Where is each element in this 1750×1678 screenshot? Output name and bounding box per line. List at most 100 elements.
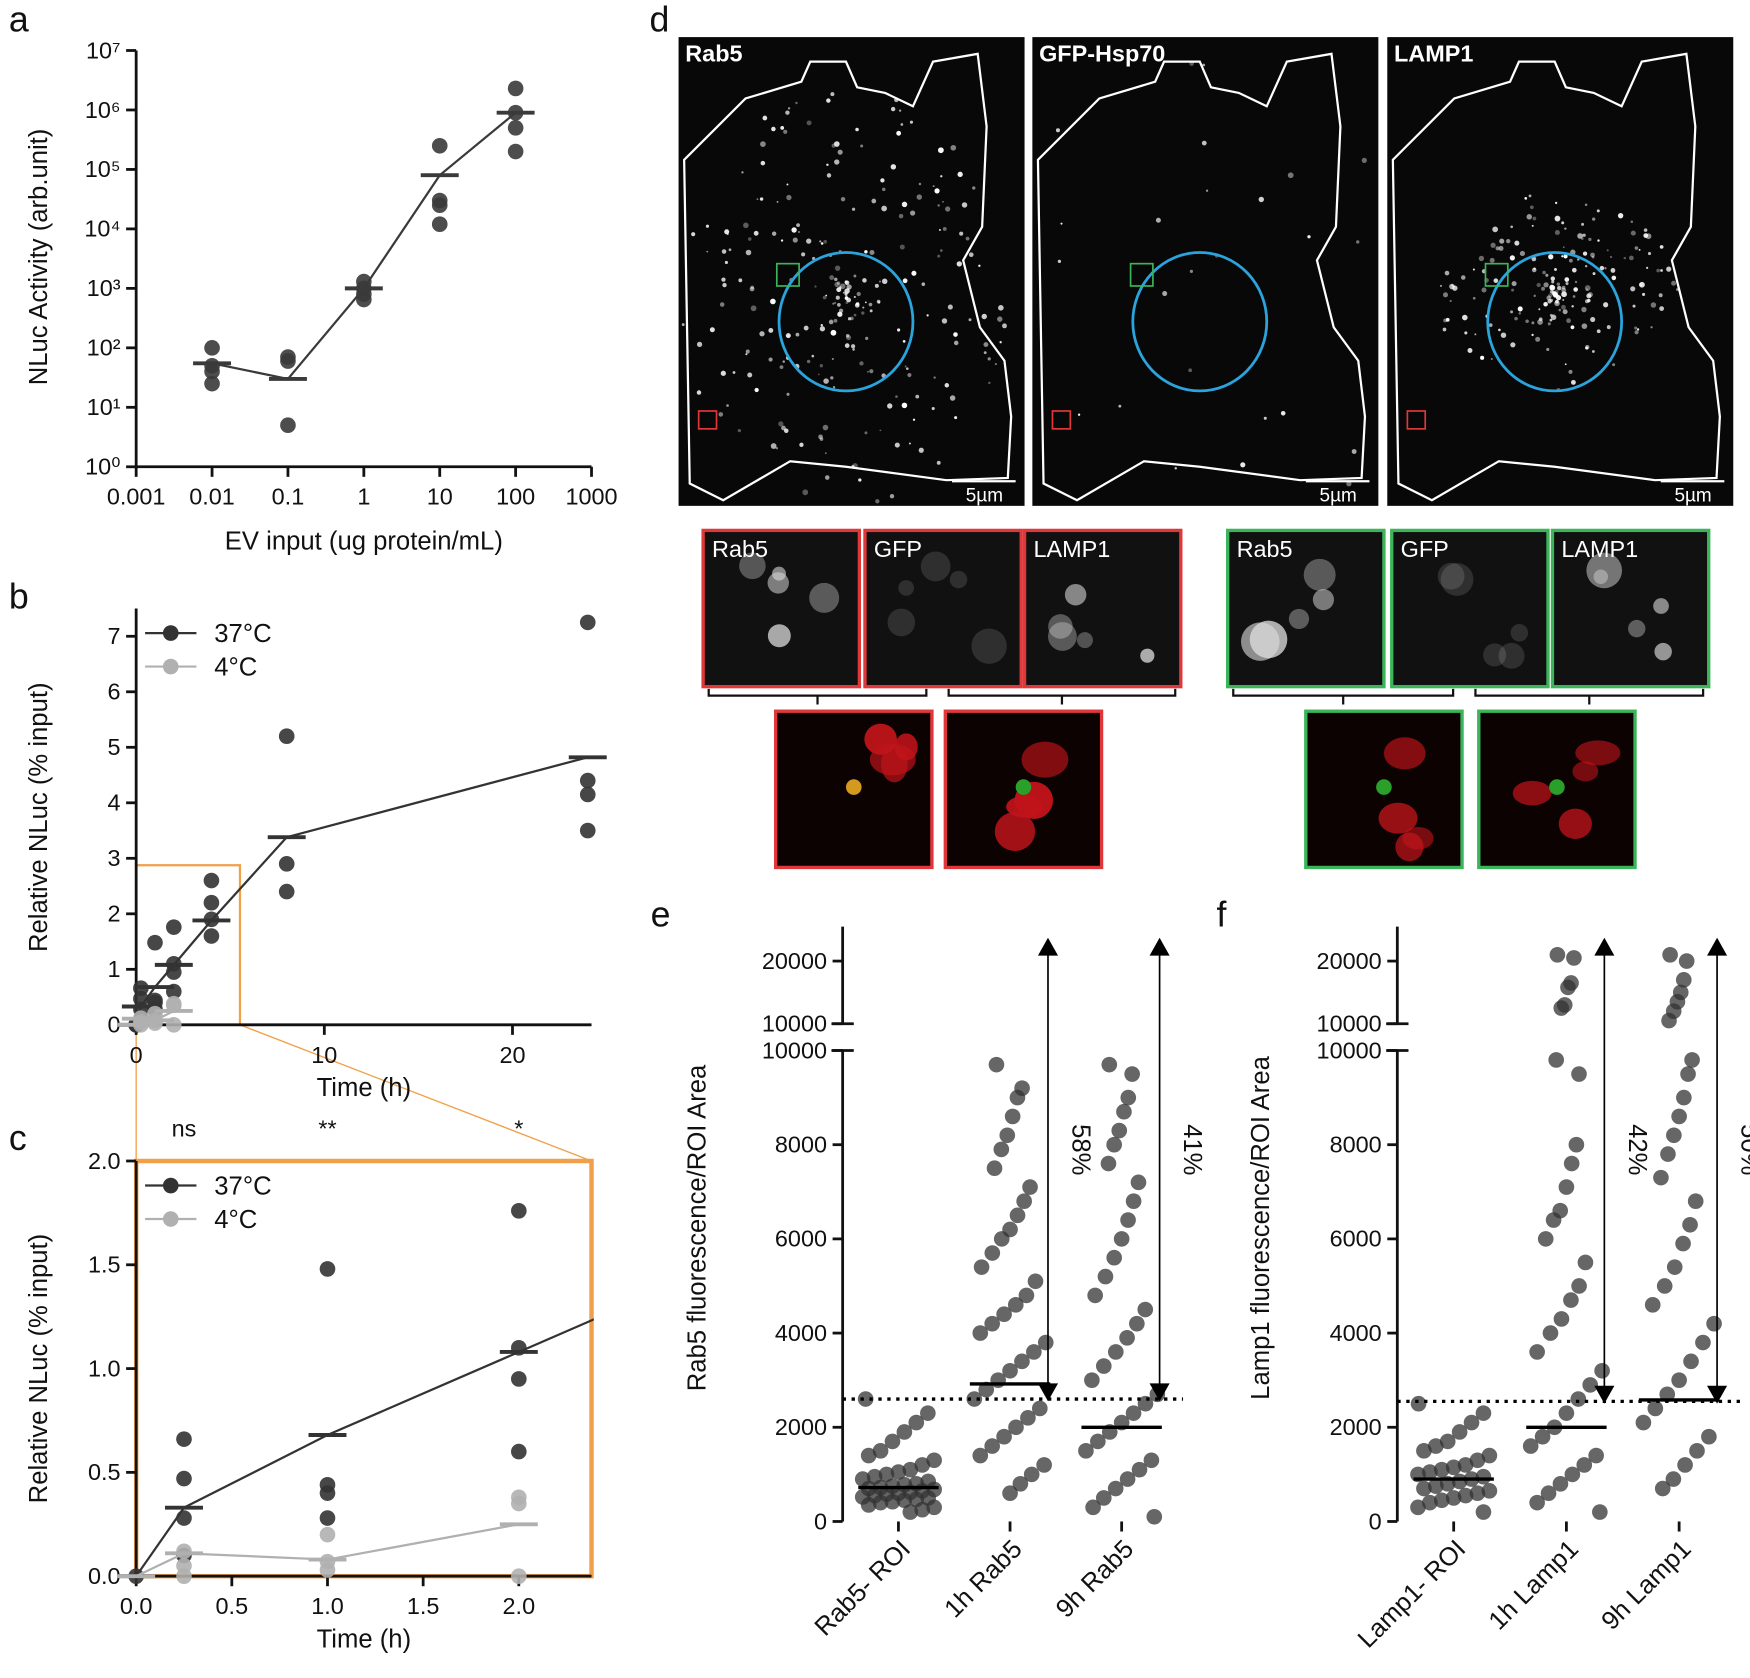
data-point (1433, 1492, 1450, 1509)
speckle (754, 387, 759, 393)
speckle (972, 186, 976, 190)
inset-blob (971, 628, 1007, 664)
speckle (722, 282, 727, 288)
speckle (956, 261, 962, 267)
data-point (1023, 1466, 1040, 1483)
speckle (1464, 331, 1468, 335)
speckle (844, 343, 850, 348)
inset-blob (920, 551, 951, 582)
speckle (874, 283, 879, 288)
speckle (1584, 203, 1588, 207)
data-point (1475, 1405, 1492, 1421)
data-point (993, 1231, 1010, 1247)
data-point (1085, 1499, 1101, 1516)
speckle (853, 274, 857, 278)
data-point (972, 1325, 989, 1341)
inset-blob (1437, 562, 1465, 590)
legend-label: 4°C (214, 653, 257, 681)
speckle (741, 171, 744, 174)
speckle (860, 144, 864, 148)
speckle (1543, 301, 1548, 307)
data-point (1410, 1395, 1427, 1412)
micrograph (1387, 37, 1734, 506)
speckle (819, 437, 824, 441)
speckle (907, 372, 912, 378)
data-point (356, 291, 372, 308)
speckle (1596, 329, 1601, 334)
speckle (832, 386, 836, 389)
speckle (953, 340, 959, 346)
speckle (1647, 251, 1652, 256)
speckle (1585, 346, 1589, 350)
data-point (1125, 1193, 1142, 1210)
data-point (972, 1447, 989, 1464)
speckle (1604, 267, 1607, 270)
speckle (1546, 295, 1552, 301)
data-point (1570, 1391, 1587, 1407)
inset-label: GFP (1401, 536, 1449, 562)
speckle (858, 478, 862, 482)
speckle (918, 182, 922, 186)
x-tick-label: 0.001 (107, 484, 166, 510)
speckle (811, 354, 815, 358)
data-point (1416, 1443, 1432, 1459)
x-tick-label: 0.0 (120, 1593, 153, 1619)
data-point (1018, 1287, 1035, 1304)
data-point (1701, 1428, 1717, 1445)
speckle (771, 231, 777, 236)
speckle (994, 363, 997, 366)
percent-label: 41% (1178, 1124, 1206, 1175)
scale-bar-label: 5µm (966, 485, 1003, 506)
speckle (787, 107, 791, 110)
speckle (1490, 357, 1493, 361)
speckle (1481, 287, 1487, 293)
data-point (147, 934, 163, 951)
data-point (1635, 1414, 1652, 1431)
speckle (1077, 413, 1081, 416)
speckle (880, 178, 885, 183)
data-point (1661, 1012, 1677, 1029)
data-point (1566, 950, 1582, 966)
speckle (1451, 284, 1454, 287)
speckle (1639, 281, 1645, 288)
data-point (511, 1568, 527, 1584)
speckle (819, 364, 824, 368)
speckle (1055, 128, 1061, 133)
speckle (1554, 229, 1560, 235)
speckle (937, 204, 940, 207)
speckle (1612, 363, 1616, 367)
data-point (1659, 1386, 1676, 1403)
speckle (846, 284, 852, 290)
data-point (1469, 1452, 1486, 1469)
speckle (1634, 326, 1638, 330)
speckle (898, 109, 902, 112)
speckle (840, 196, 846, 202)
data-point (1002, 1362, 1018, 1379)
data-point (1576, 1457, 1593, 1473)
speckle (785, 110, 790, 115)
micrograph (1032, 37, 1379, 506)
data-point (1027, 1273, 1044, 1290)
data-point (902, 1461, 919, 1478)
speckle (806, 120, 812, 126)
data-point (1481, 1447, 1498, 1464)
speckle (1574, 280, 1578, 284)
speckle (771, 126, 776, 132)
speckle (1564, 277, 1570, 282)
speckle (836, 281, 841, 285)
x-axis-label: Time (h) (317, 1626, 412, 1654)
speckle (895, 395, 898, 398)
speckle (921, 282, 926, 287)
y-tick-label: 10⁴ (84, 216, 120, 242)
speckle (908, 442, 911, 445)
x-tick-label: 1000 (565, 484, 617, 510)
speckle (1498, 245, 1504, 251)
arrow-head (1149, 937, 1170, 956)
x-tick-label: 1 (357, 484, 370, 510)
inset (1022, 528, 1183, 689)
merge-red (1378, 802, 1418, 834)
speckle (1472, 296, 1476, 300)
speckle (1586, 293, 1592, 299)
data-point (1095, 1490, 1112, 1506)
speckle (902, 340, 906, 343)
